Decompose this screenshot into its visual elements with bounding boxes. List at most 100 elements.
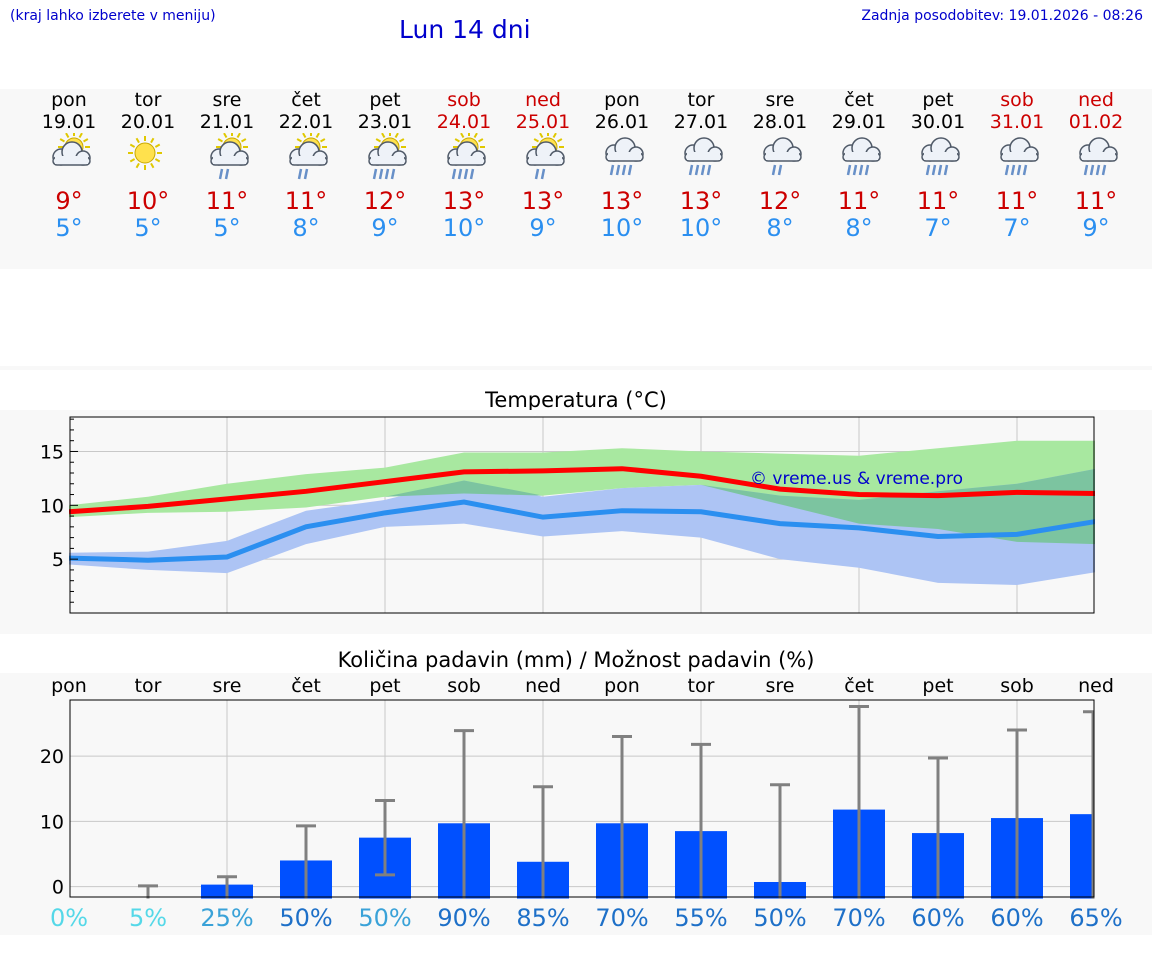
day-column: ned 01.02 11° 9° [1056,89,1136,242]
sun-cloud-heavy-rain-icon [439,131,495,189]
precipitation-probability: 85% [516,904,570,932]
temp-max: 11° [284,187,328,215]
temp-max: 13° [521,187,565,215]
precipitation-probability: 65% [1069,904,1123,932]
day-name: ned [525,89,561,111]
day-column: sre 21.01 11° 5° [187,89,267,242]
temp-max: 12° [363,187,407,215]
y-tick-label: 10 [40,811,64,833]
precipitation-probability: 50% [358,904,412,932]
precipitation-bar [1070,814,1094,899]
day-date: 28.01 [752,111,808,133]
y-tick-label: 15 [40,441,64,463]
day-name: čet [291,89,321,111]
day-column: pet 30.01 11° 7° [898,89,978,242]
temp-min: 5° [134,214,162,242]
precipitation-day-label: sre [212,675,242,697]
precipitation-day-label: čet [844,675,874,697]
location-hint[interactable]: (kraj lahko izberete v meniju) [10,8,216,24]
day-date: 19.01 [41,111,97,133]
day-date: 23.01 [357,111,413,133]
cloud-heavy-rain-icon [597,133,653,189]
sun-cloud-heavy-rain-icon [360,131,416,189]
forecast-band [0,89,1152,269]
temp-min: 5° [213,214,241,242]
precipitation-probability: 90% [437,904,491,932]
precipitation-probability: 70% [832,904,886,932]
temp-min: 7° [924,214,952,242]
day-name: tor [134,89,162,111]
day-column: ned 25.01 13° 9° [503,89,583,242]
temp-max: 11° [995,187,1039,215]
day-name: tor [687,89,715,111]
precipitation-day-label: sre [765,675,795,697]
page-title: Lun 14 dni [399,15,531,44]
temp-min: 10° [679,214,723,242]
max-temp-line [68,466,1097,515]
day-name: pet [369,89,401,111]
cloud-heavy-rain-icon [676,133,732,189]
temp-min: 8° [292,214,320,242]
precipitation-day-label: ned [525,675,561,697]
day-column: tor 20.01 10° 5° [108,89,188,242]
precipitation-day-label: pon [604,675,640,697]
day-date: 31.01 [989,111,1045,133]
day-name: ned [1078,89,1114,111]
temp-max: 10° [126,187,170,215]
day-date: 22.01 [278,111,334,133]
precipitation-plot-border [69,699,1095,898]
precipitation-probability: 50% [279,904,333,932]
precipitation-chart: 0 10 20 [40,699,1095,899]
precipitation-day-label: sob [1000,675,1034,697]
last-update: Zadnja posodobitev: 19.01.2026 - 08:26 [861,8,1143,24]
sun-cloud-icon [44,131,100,189]
precipitation-day-label: sob [447,675,481,697]
temp-max: 11° [916,187,960,215]
day-name: sre [765,89,795,111]
day-column: pet 23.01 12° 9° [345,89,425,242]
watermark: © vreme.us & vreme.pro [750,469,963,489]
sun-cloud-rain-icon [281,131,337,189]
precipitation-probability: 60% [911,904,965,932]
cloud-heavy-rain-icon [1071,133,1127,189]
cloud-heavy-rain-icon [913,133,969,189]
day-column: čet 22.01 11° 8° [266,89,346,242]
precipitation-probability: 55% [674,904,728,932]
day-date: 27.01 [673,111,729,133]
precipitation-probability: 50% [753,904,807,932]
day-date: 24.01 [436,111,492,133]
temp-max: 12° [758,187,802,215]
y-tick-label: 0 [52,877,64,899]
min-temp-line [68,499,1097,563]
temp-max: 13° [442,187,486,215]
temp-min: 8° [845,214,873,242]
precipitation-day-label: pet [922,675,954,697]
day-date: 30.01 [910,111,966,133]
day-date: 20.01 [120,111,176,133]
day-column: pon 19.01 9° 5° [29,89,109,242]
temp-max: 11° [1074,187,1118,215]
precipitation-day-label: ned [1078,675,1114,697]
day-date: 26.01 [594,111,650,133]
day-name: sob [447,89,481,111]
day-column: sre 28.01 12° 8° [740,89,820,242]
day-name: čet [844,89,874,111]
day-date: 21.01 [199,111,255,133]
day-column: tor 27.01 13° 10° [661,89,741,242]
temp-min: 9° [1082,214,1110,242]
sun-cloud-rain-icon [518,131,574,189]
temp-max: 13° [679,187,723,215]
day-name: pon [604,89,640,111]
temp-max: 9° [55,187,83,215]
temp-min: 9° [529,214,557,242]
day-name: pon [51,89,87,111]
precipitation-probability: 0% [49,904,89,932]
day-name: sre [212,89,242,111]
temperature-plot-border [69,416,1095,614]
temp-max: 11° [205,187,249,215]
cloud-rain-icon [755,133,811,189]
day-column: sob 24.01 13° 10° [424,89,504,242]
day-column: sob 31.01 11° 7° [977,89,1057,242]
temp-min: 10° [442,214,486,242]
day-date: 25.01 [515,111,571,133]
